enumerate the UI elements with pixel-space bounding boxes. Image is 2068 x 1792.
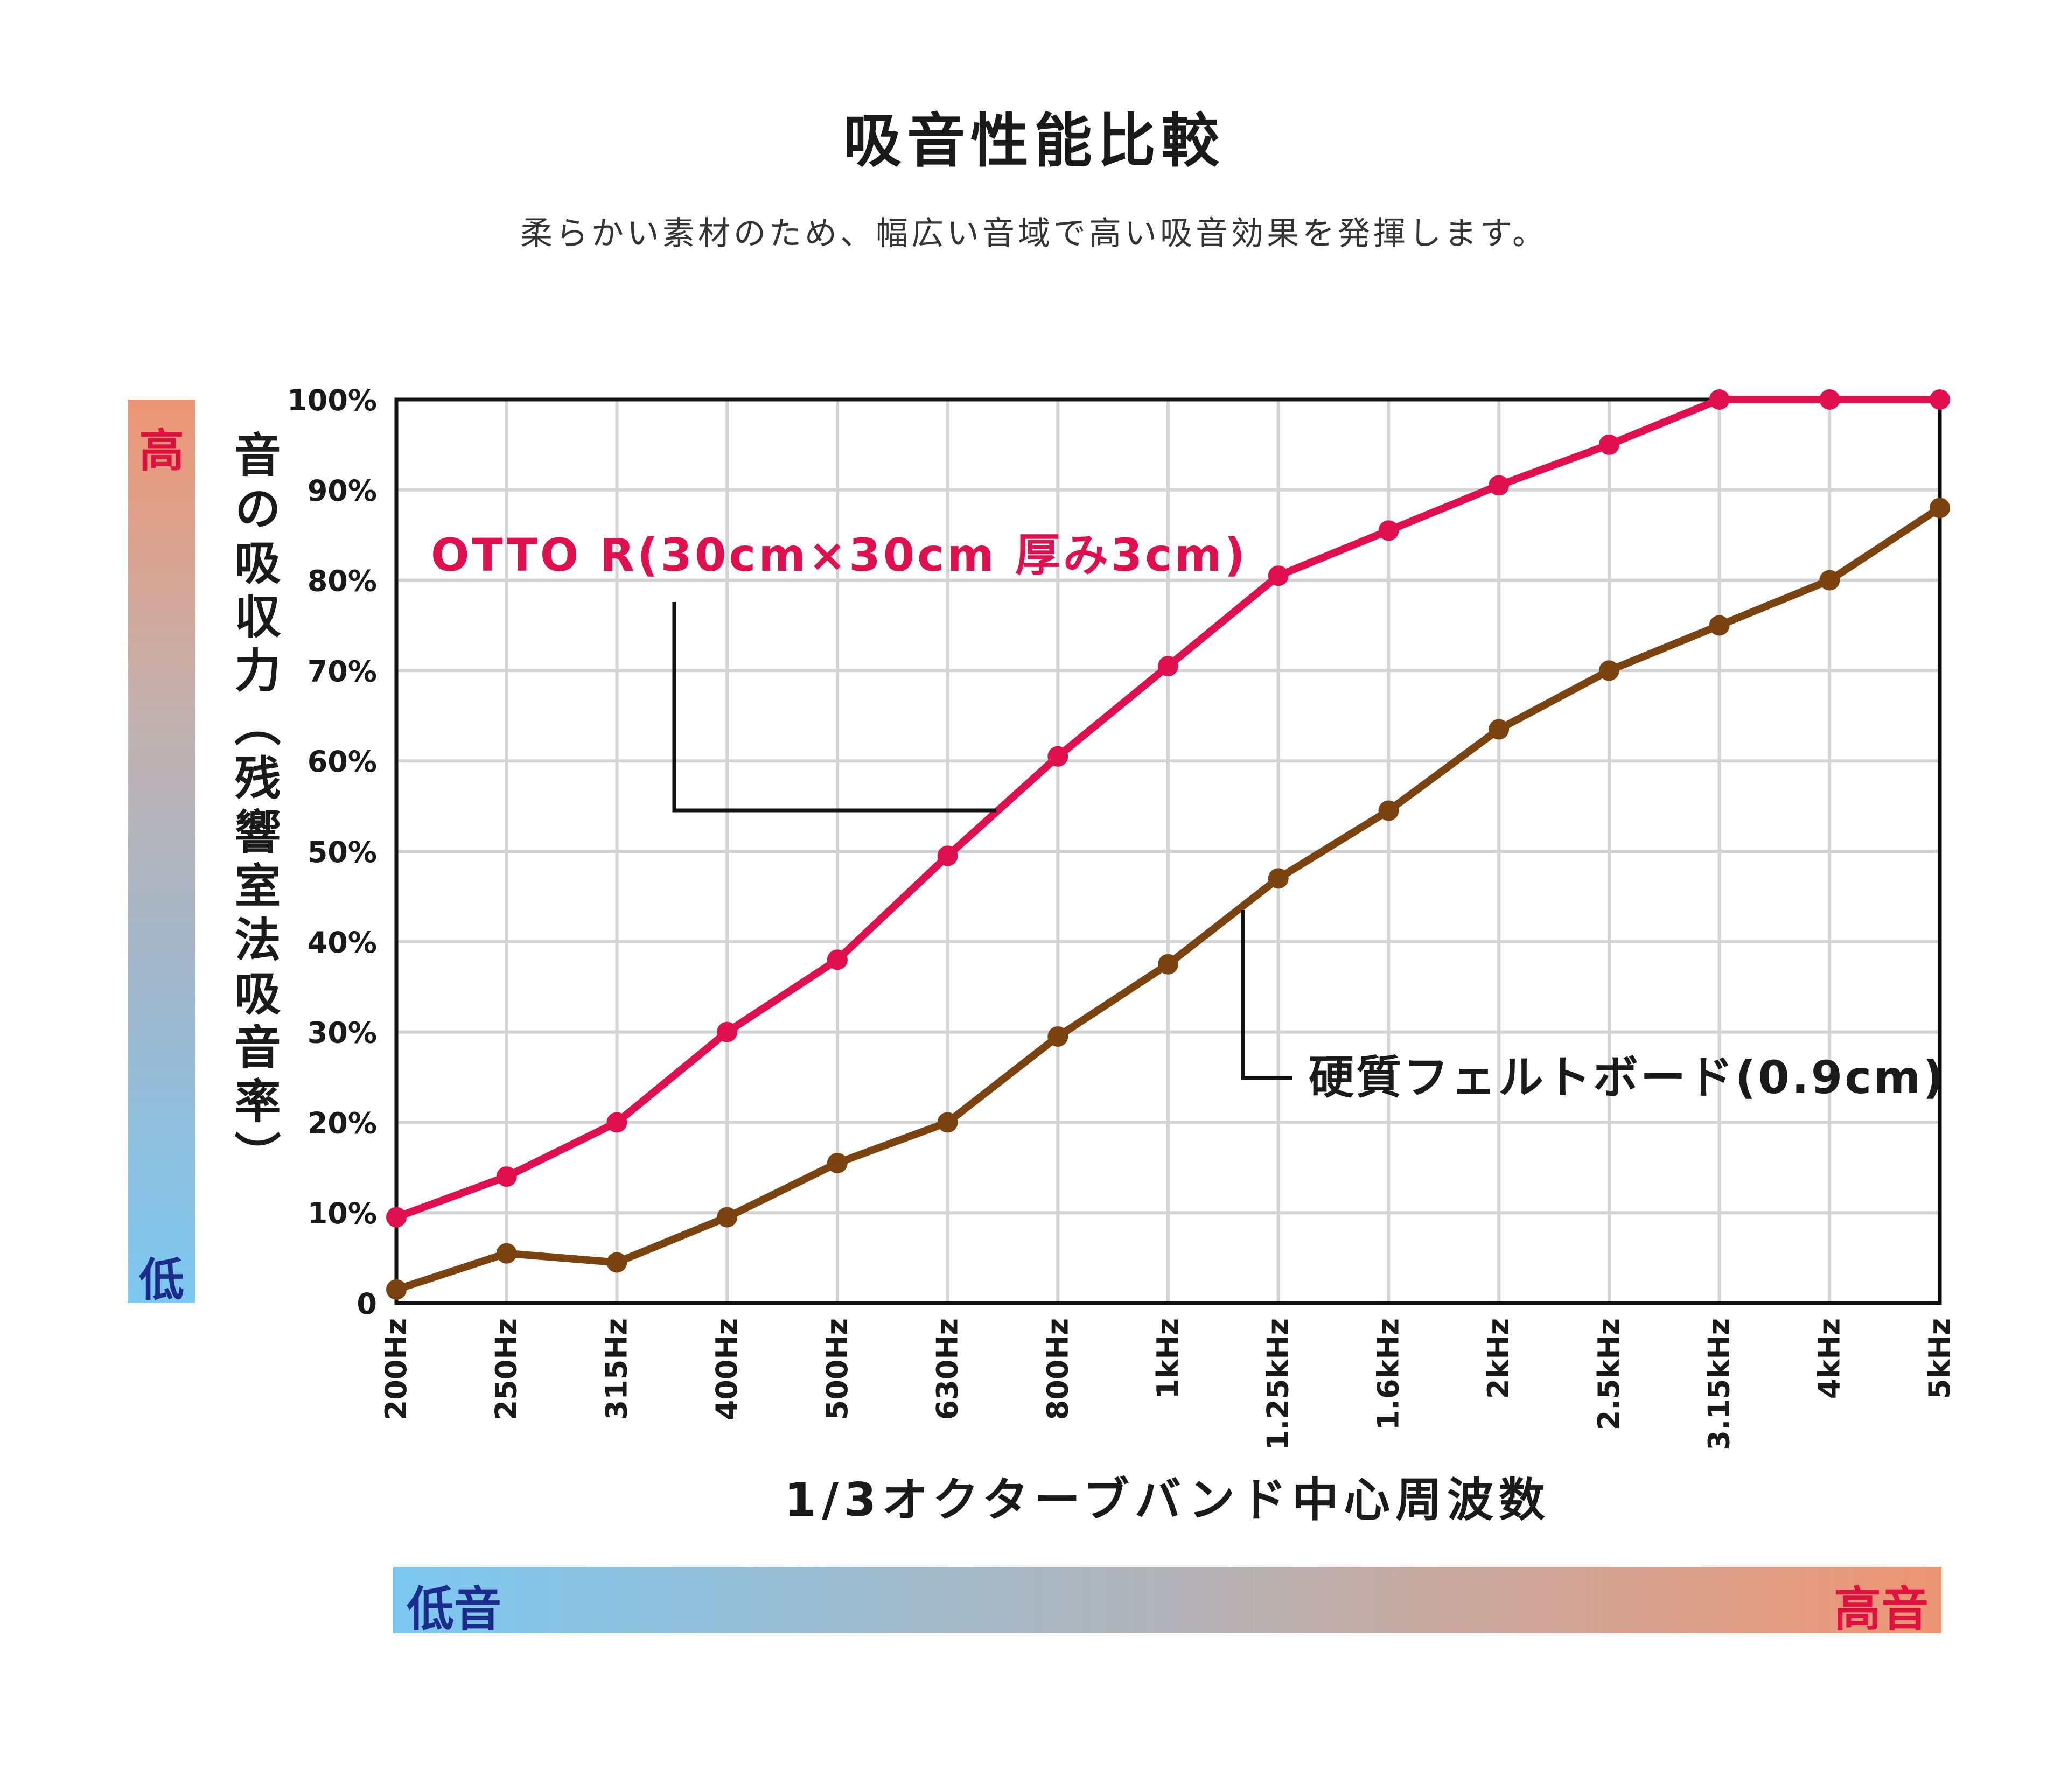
- y-low-label: 低: [139, 1254, 185, 1306]
- y-tick-label: 30%: [308, 1016, 377, 1050]
- leader-line-felt: [1241, 910, 1292, 1080]
- x-tick-label: 1.25kHz: [1261, 1318, 1295, 1451]
- y-high-label: 高: [139, 424, 185, 477]
- data-point: [496, 1243, 517, 1264]
- data-point: [1489, 475, 1510, 496]
- y-tick-label: 70%: [308, 654, 377, 688]
- data-point: [1598, 434, 1619, 455]
- data-point: [1819, 570, 1840, 591]
- data-point: [386, 1207, 407, 1228]
- data-point: [717, 1207, 738, 1228]
- x-low-label: 低音: [407, 1581, 502, 1637]
- page-title: 吸音性能比較: [843, 108, 1225, 175]
- x-tick-label: 200Hz: [379, 1318, 413, 1420]
- data-point: [937, 845, 958, 866]
- data-point: [1378, 800, 1399, 821]
- x-tick-label: 800Hz: [1040, 1318, 1074, 1420]
- x-axis-title: 1/3オクターブバンド中心周波数: [784, 1473, 1551, 1527]
- data-point: [1930, 498, 1950, 519]
- plot-frame: [394, 397, 1942, 1305]
- y-tick-label: 60%: [308, 745, 377, 779]
- data-point: [386, 1279, 407, 1300]
- data-point: [606, 1252, 627, 1273]
- data-point: [1709, 389, 1730, 410]
- y-tick-label: 90%: [308, 474, 377, 508]
- y-tick-label: 80%: [308, 564, 377, 598]
- x-tick-label: 500Hz: [820, 1318, 854, 1420]
- y-tick-label: 0: [357, 1287, 377, 1321]
- x-tick-label: 5kHz: [1923, 1318, 1957, 1399]
- data-point: [717, 1021, 738, 1042]
- x-tick-label: 3.15kHz: [1702, 1318, 1736, 1451]
- data-point: [1158, 954, 1178, 975]
- data-point: [1930, 389, 1950, 410]
- series-label-otto: OTTO R(30cm×30cm 厚み3cm): [431, 529, 1248, 582]
- y-tick-label: 10%: [308, 1196, 377, 1230]
- data-point: [1268, 565, 1289, 586]
- y-axis-gradient-bar: [128, 400, 195, 1303]
- data-point: [496, 1166, 517, 1187]
- series-label-felt: 硬質フェルトボード(0.9cm): [1309, 1051, 1946, 1104]
- x-tick-label: 2kHz: [1482, 1318, 1515, 1399]
- x-tick-label: 400Hz: [710, 1318, 744, 1420]
- y-tick-label: 100%: [287, 383, 377, 417]
- leader-line-otto: [672, 602, 996, 813]
- y-axis-title: 音の吸収力（残響室法吸音率）: [226, 431, 280, 1185]
- data-point: [1047, 1026, 1068, 1047]
- x-tick-label: 2.5kHz: [1592, 1318, 1626, 1430]
- data-point: [1268, 868, 1289, 889]
- x-axis-gradient-bar: [393, 1567, 1941, 1633]
- x-tick-label: 315Hz: [599, 1318, 633, 1420]
- x-high-label: 高音: [1834, 1581, 1929, 1637]
- x-tick-label: 1kHz: [1151, 1318, 1185, 1399]
- x-tick-label: 250Hz: [490, 1318, 523, 1420]
- data-point: [1158, 656, 1178, 677]
- page-subtitle: 柔らかい素材のため、幅広い音域で高い吸音効果を発揮します。: [520, 215, 1548, 253]
- data-point: [1819, 389, 1840, 410]
- x-tick-label: 1.6kHz: [1371, 1318, 1405, 1430]
- data-point: [1378, 520, 1399, 541]
- data-point: [606, 1112, 627, 1133]
- data-point: [937, 1112, 958, 1133]
- x-tick-label: 4kHz: [1812, 1318, 1846, 1399]
- y-tick-label: 40%: [308, 926, 377, 960]
- data-point: [827, 1152, 848, 1173]
- data-point: [1489, 719, 1510, 740]
- data-point: [827, 949, 848, 970]
- data-point: [1047, 746, 1068, 767]
- y-tick-label: 20%: [308, 1106, 377, 1140]
- data-point: [1598, 660, 1619, 681]
- y-tick-label: 50%: [308, 835, 377, 869]
- x-tick-label: 630Hz: [931, 1318, 965, 1420]
- data-point: [1709, 615, 1730, 636]
